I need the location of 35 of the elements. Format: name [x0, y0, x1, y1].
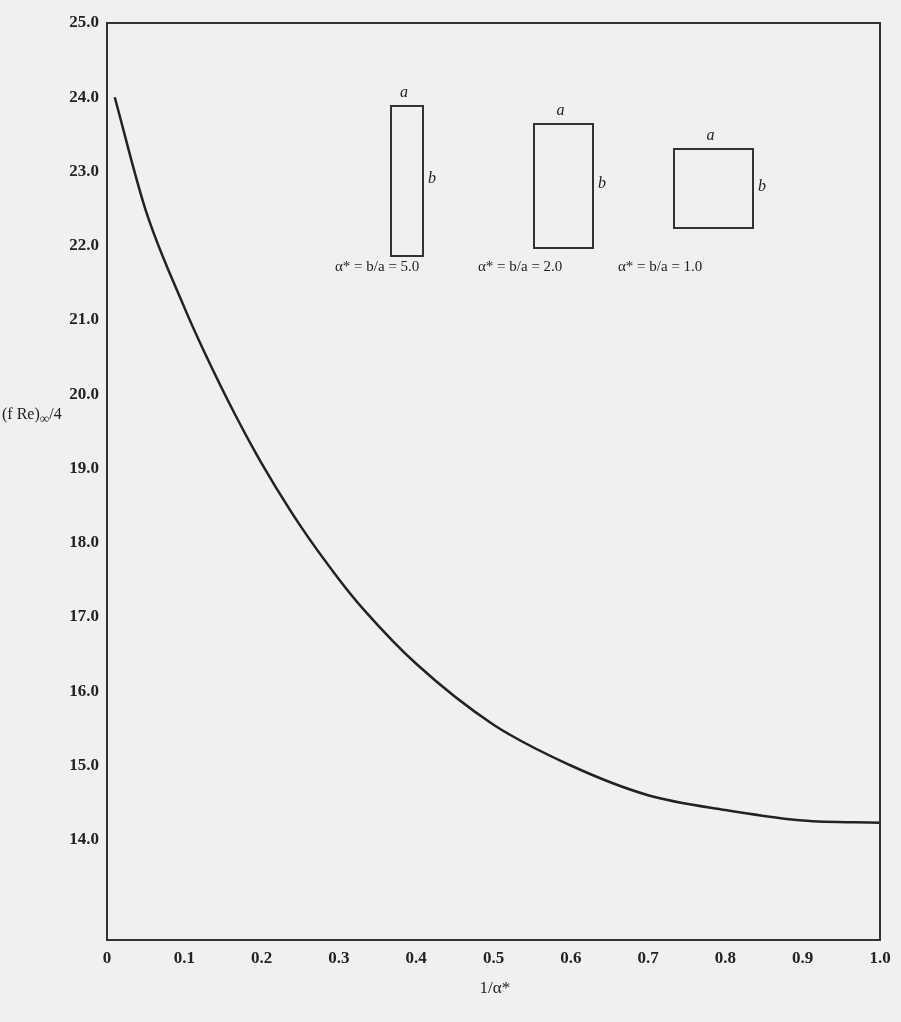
annotation: a: [400, 83, 408, 101]
y-tick-label: 19.0: [69, 457, 99, 477]
y-tick-label: 25.0: [69, 12, 99, 32]
annotation: b: [598, 174, 606, 192]
annotation: a: [556, 101, 565, 119]
x-tick-label: 0.3: [328, 947, 350, 967]
y-tick-label: 18.0: [69, 532, 99, 552]
annotation: b: [428, 169, 436, 187]
x-tick-label: 0: [102, 947, 112, 967]
y-tick-label: 21.0: [69, 309, 99, 329]
y-tick-label: 22.0: [69, 235, 99, 255]
x-tick-label: 1.0: [869, 947, 891, 967]
x-axis-title: 1/α*: [479, 978, 511, 998]
x-tick-label: 0.7: [637, 947, 660, 967]
y-tick-label: 15.0: [69, 754, 99, 774]
annotation: α* = b/a = 5.0: [335, 258, 420, 275]
x-tick-label: 0.5: [482, 947, 505, 967]
x-tick-label: 0.2: [250, 947, 273, 967]
annotation: b: [758, 176, 766, 195]
y-axis-title: (f Re)$_{∞}$/4: [2, 405, 62, 428]
x-tick-label: 0.6: [560, 947, 582, 967]
y-tick-label: 23.0: [69, 160, 99, 180]
y-tick-label: 17.0: [69, 606, 99, 626]
y-tick-label: 24.0: [69, 86, 99, 106]
x-tick-label: 0.4: [405, 947, 428, 967]
y-tick-label: 14.0: [69, 829, 99, 849]
annotation: α* = b/a = 2.0: [478, 258, 563, 275]
x-tick-label: 0.1: [173, 947, 195, 967]
x-tick-label: 0.8: [714, 947, 737, 967]
annotation: a: [706, 126, 715, 144]
annotation: α* = b/a = 1.0: [618, 258, 703, 275]
y-tick-label: 20.0: [69, 383, 99, 403]
y-tick-label: 16.0: [69, 680, 99, 700]
x-tick-label: 0.9: [792, 947, 814, 967]
line-series: [113, 96, 880, 824]
